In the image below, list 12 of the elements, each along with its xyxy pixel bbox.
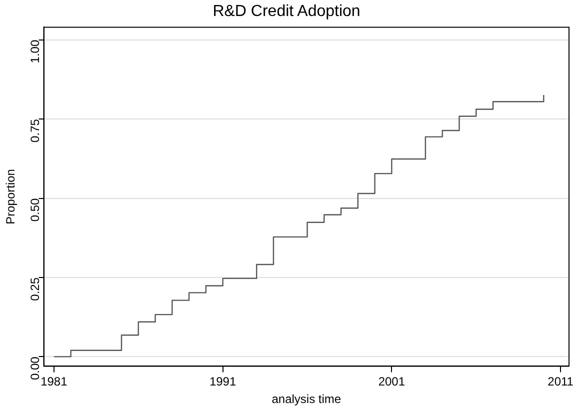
x-tick-label: 1981 <box>40 374 68 389</box>
x-tick-label: 2011 <box>548 374 574 389</box>
y-tick-label: 1.00 <box>28 40 42 64</box>
y-tick-label: 0.00 <box>28 356 42 380</box>
y-tick-label: 0.25 <box>28 277 42 301</box>
y-tick-label: 0.75 <box>28 118 42 142</box>
chart-title: R&D Credit Adoption <box>212 3 360 20</box>
x-axis-title: analysis time <box>272 392 342 406</box>
x-tick-label: 2001 <box>378 374 406 389</box>
x-tick-label: 1991 <box>209 374 236 389</box>
y-axis-title: Proportion <box>4 169 18 224</box>
y-tick-label: 0.50 <box>28 198 42 222</box>
